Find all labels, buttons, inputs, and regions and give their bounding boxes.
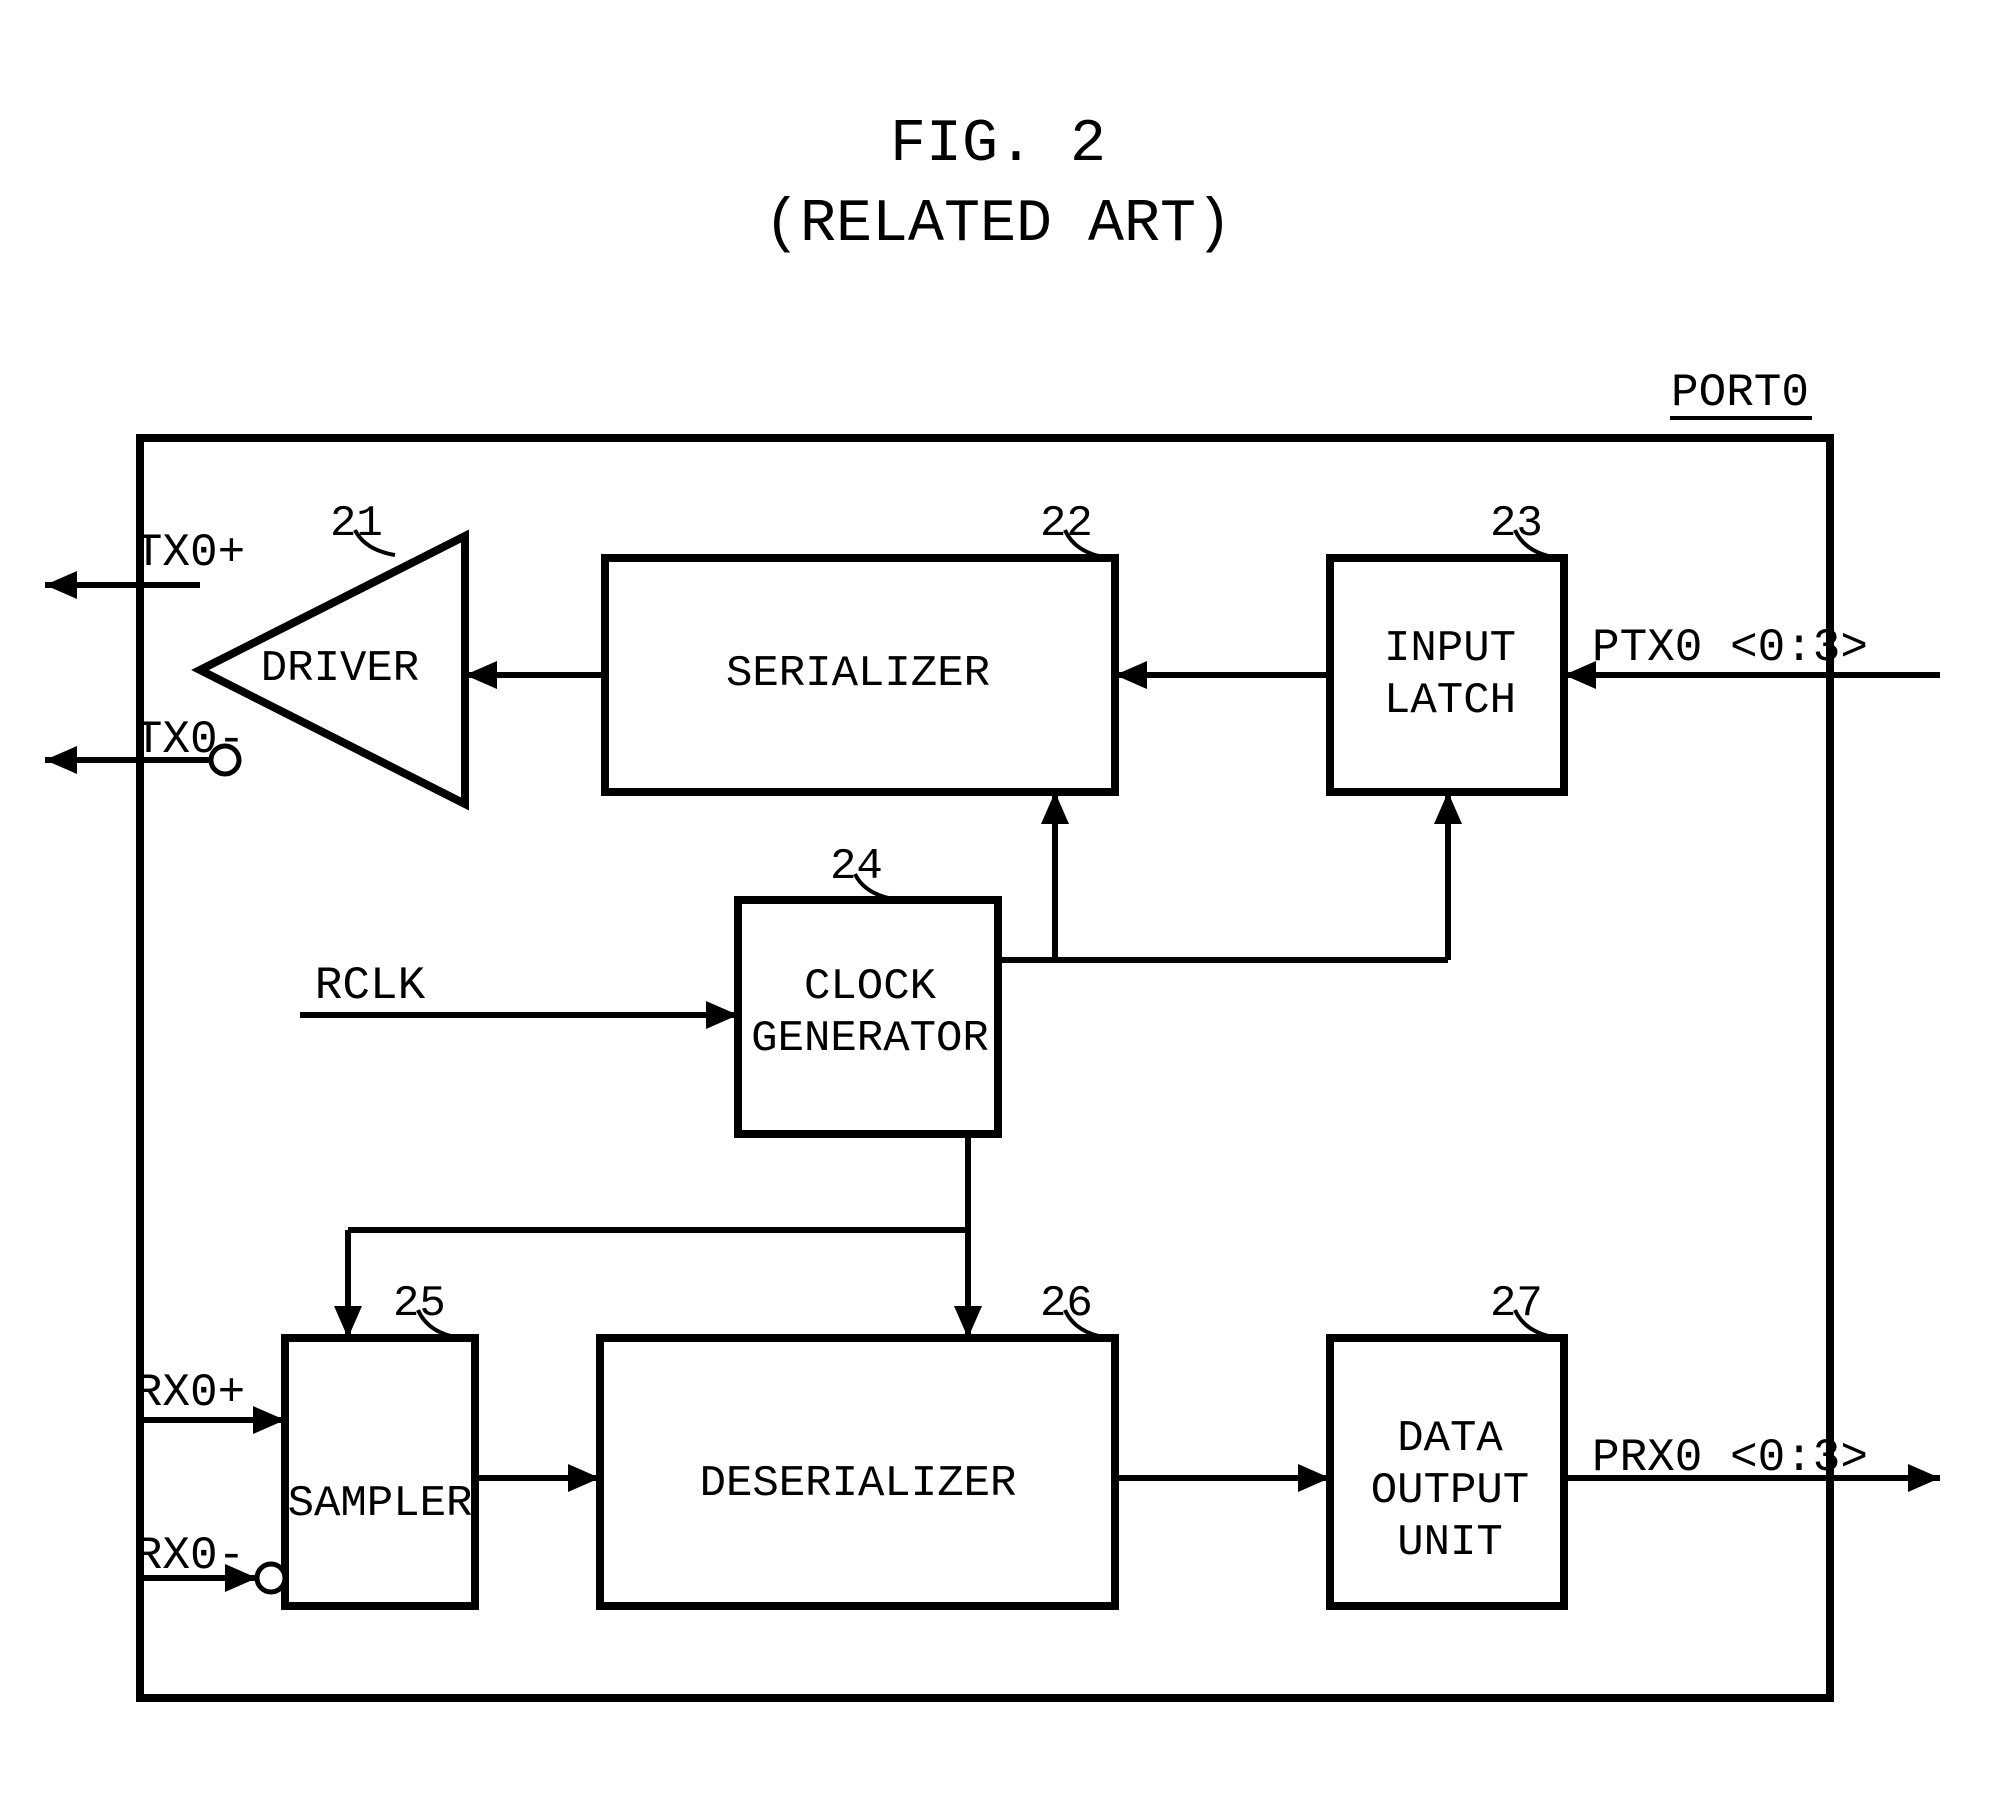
arrowhead bbox=[954, 1306, 982, 1338]
data-out-label2: OUTPUT bbox=[1371, 1466, 1529, 1516]
figure-title-line2: (RELATED ART) bbox=[764, 191, 1232, 259]
clock-gen-label2: GENERATOR bbox=[751, 1014, 989, 1064]
serializer-ref: 22 bbox=[1040, 499, 1093, 549]
deserializer-ref: 26 bbox=[1040, 1279, 1093, 1329]
sig-tx0p: TX0+ bbox=[135, 527, 245, 579]
sig-rx0p: RX0+ bbox=[135, 1367, 245, 1419]
arrowhead bbox=[1298, 1464, 1330, 1492]
sampler-ref: 25 bbox=[393, 1279, 446, 1329]
arrowhead bbox=[1908, 1464, 1940, 1492]
arrowhead bbox=[1434, 792, 1462, 824]
data-out-label3: UNIT bbox=[1397, 1518, 1503, 1568]
arrowhead bbox=[45, 571, 77, 599]
arrowhead bbox=[334, 1306, 362, 1338]
sampler-block bbox=[285, 1338, 475, 1606]
arrowhead bbox=[253, 1406, 285, 1434]
arrowhead bbox=[706, 1001, 738, 1029]
sampler-label: SAMPLER bbox=[288, 1479, 473, 1529]
sig-rclk: RCLK bbox=[315, 960, 426, 1012]
arrowhead bbox=[465, 661, 497, 689]
figure-title-line1: FIG. 2 bbox=[890, 111, 1106, 179]
input-latch-block bbox=[1330, 558, 1564, 792]
input-latch-label1: INPUT bbox=[1384, 624, 1516, 674]
driver-label: DRIVER bbox=[261, 644, 419, 694]
clock-generator-ref: 24 bbox=[830, 842, 883, 892]
arrowhead bbox=[45, 746, 77, 774]
arrowhead bbox=[1115, 661, 1147, 689]
rx-inv-bubble bbox=[257, 1564, 285, 1592]
input-latch-ref: 23 bbox=[1490, 499, 1543, 549]
input-latch-label2: LATCH bbox=[1384, 676, 1516, 726]
data-output-ref: 27 bbox=[1490, 1279, 1543, 1329]
clock-gen-label1: CLOCK bbox=[804, 962, 937, 1012]
deserializer-label: DESERIALIZER bbox=[700, 1459, 1017, 1509]
sig-ptx0: PTX0 <0:3> bbox=[1592, 622, 1868, 674]
arrowhead bbox=[568, 1464, 600, 1492]
data-out-label1: DATA bbox=[1397, 1414, 1503, 1464]
serializer-label: SERIALIZER bbox=[726, 649, 990, 699]
arrowhead bbox=[1041, 792, 1069, 824]
port-label: PORT0 bbox=[1671, 367, 1809, 419]
arrowhead bbox=[1564, 661, 1596, 689]
driver-ref: 21 bbox=[330, 499, 383, 549]
